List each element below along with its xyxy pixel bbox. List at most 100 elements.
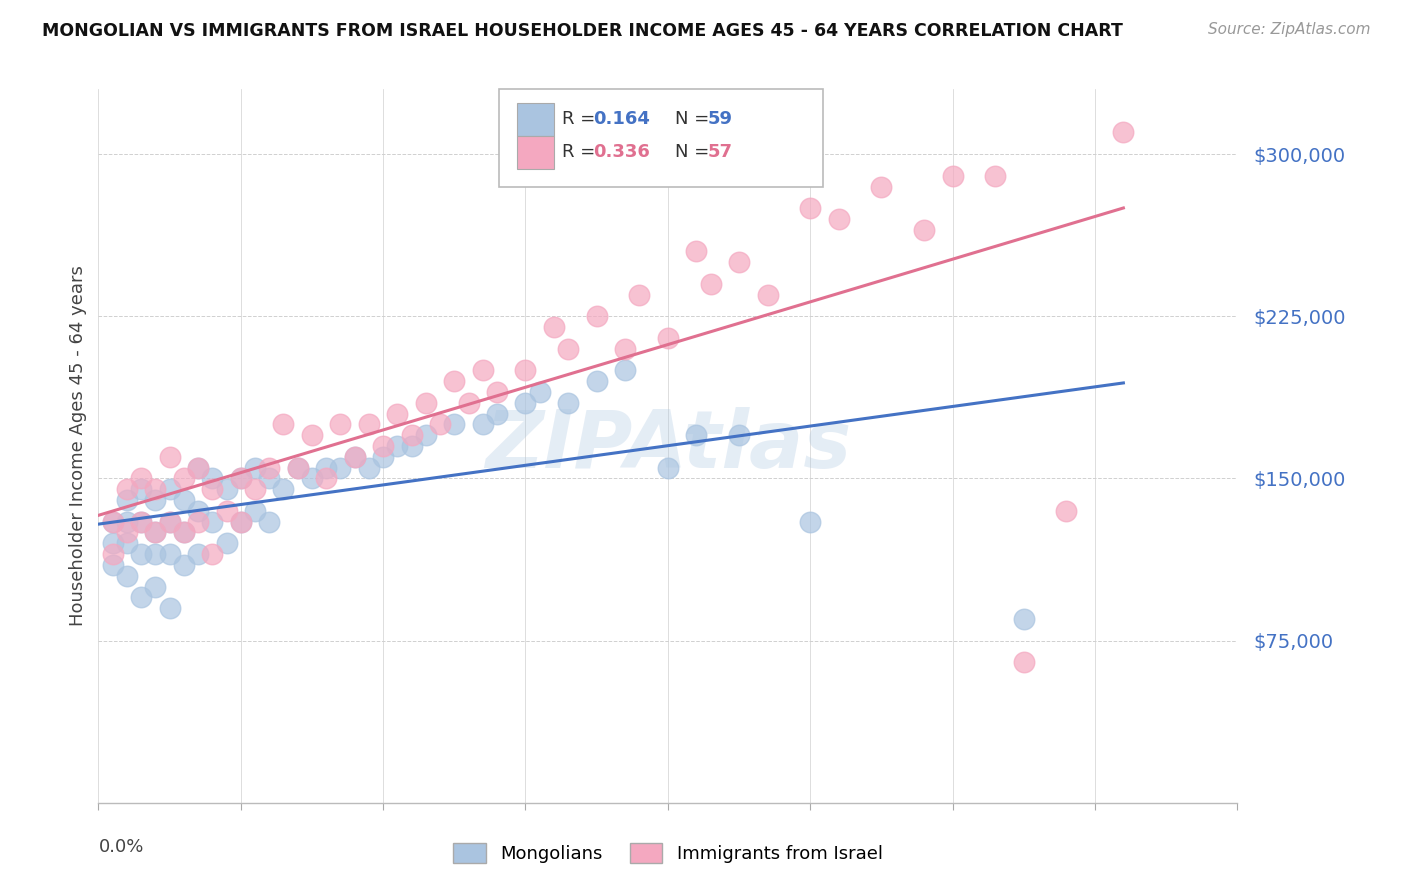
Point [101,536,124,550]
Point [273,417,295,432]
Point [443,417,465,432]
Point [799,201,821,215]
Point [387,407,409,421]
Point [259,471,281,485]
Point [614,363,637,377]
Point [145,525,167,540]
Point [287,460,309,475]
Point [343,450,366,464]
Point [984,169,1007,183]
Point [942,169,965,183]
Point [471,417,494,432]
Point [685,244,707,259]
Point [585,310,607,324]
Point [799,515,821,529]
Point [557,396,579,410]
Text: MONGOLIAN VS IMMIGRANTS FROM ISRAEL HOUSEHOLDER INCOME AGES 45 - 64 YEARS CORREL: MONGOLIAN VS IMMIGRANTS FROM ISRAEL HOUS… [42,22,1123,40]
Point [243,504,266,518]
Point [1056,504,1078,518]
Point [728,255,751,269]
Point [486,384,509,399]
Point [371,439,394,453]
Point [115,515,138,529]
Point [215,482,238,496]
Point [657,331,679,345]
Point [129,515,152,529]
Point [159,450,181,464]
Point [115,568,138,582]
Point [259,515,281,529]
Point [756,287,779,301]
Text: N =: N = [675,110,714,128]
Point [115,493,138,508]
Point [173,525,195,540]
Point [357,417,380,432]
Point [329,460,352,475]
Point [387,439,409,453]
Point [145,580,167,594]
Point [259,460,281,475]
Point [187,515,209,529]
Point [173,525,195,540]
Point [301,428,323,442]
Point [273,482,295,496]
Point [159,601,181,615]
Legend: Mongolians, Immigrants from Israel: Mongolians, Immigrants from Israel [444,834,891,872]
Point [129,515,152,529]
Point [1012,655,1035,669]
Point [115,525,138,540]
Point [1112,125,1135,139]
Point [101,547,124,561]
Point [201,471,224,485]
Point [728,428,751,442]
Point [529,384,551,399]
Text: 57: 57 [707,143,733,161]
Point [229,471,252,485]
Point [129,547,152,561]
Point [129,471,152,485]
Text: ZIPAtlas: ZIPAtlas [485,407,851,485]
Point [699,277,721,291]
Text: 0.164: 0.164 [593,110,650,128]
Point [543,320,565,334]
Y-axis label: Householder Income Ages 45 - 64 years: Householder Income Ages 45 - 64 years [69,266,87,626]
Point [357,460,380,475]
Point [557,342,579,356]
Point [301,471,323,485]
Point [201,482,224,496]
Point [173,493,195,508]
Text: 0.0%: 0.0% [98,838,143,856]
Point [401,428,423,442]
Point [229,515,252,529]
Point [215,504,238,518]
Point [101,515,124,529]
Point [243,460,266,475]
Point [187,460,209,475]
Point [101,515,124,529]
Point [129,591,152,605]
Point [215,536,238,550]
Point [187,460,209,475]
Point [515,396,537,410]
Point [343,450,366,464]
Point [415,428,437,442]
Point [201,547,224,561]
Point [870,179,893,194]
Point [229,471,252,485]
Point [315,460,337,475]
Point [173,558,195,572]
Point [187,547,209,561]
Point [159,547,181,561]
Point [145,482,167,496]
Point [371,450,394,464]
Point [287,460,309,475]
Point [201,515,224,529]
Point [145,525,167,540]
Point [515,363,537,377]
Text: Source: ZipAtlas.com: Source: ZipAtlas.com [1208,22,1371,37]
Text: R =: R = [562,110,602,128]
Point [685,428,707,442]
Point [187,504,209,518]
Point [443,374,465,388]
Point [828,211,851,226]
